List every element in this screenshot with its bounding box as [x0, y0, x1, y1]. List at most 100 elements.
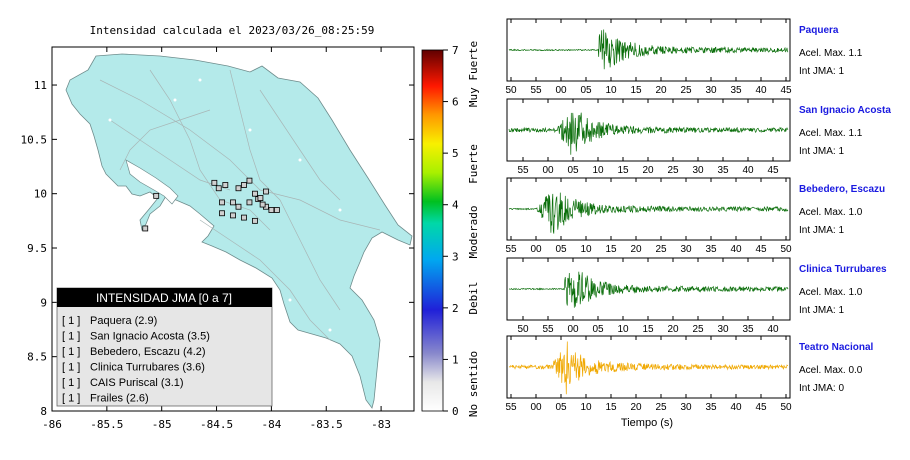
- legend-item-level: [ 1 ]: [62, 393, 80, 405]
- map-y-tick-label: 8.5: [27, 351, 47, 364]
- legend-item-level: [ 1 ]: [62, 346, 80, 358]
- station-marker: [252, 190, 258, 197]
- waveform-tick-label: 15: [605, 244, 617, 255]
- colorbar-scale: [421, 49, 444, 412]
- waveform-tick-label: 35: [717, 165, 729, 176]
- waveform-tick-label: 55: [505, 402, 517, 413]
- waveform-intensity: Int JMA: 0: [799, 383, 844, 394]
- colorbar-tick-label: 3: [452, 250, 459, 263]
- map-y-tick-label: 9: [40, 296, 47, 309]
- waveform-station-name: Bebedero, Escazu: [799, 184, 885, 195]
- colorbar-tick-label: 6: [452, 96, 459, 109]
- station-marker: [230, 199, 236, 206]
- waveform-tick-label: 55: [517, 165, 529, 176]
- waveform-panel: 50 55 00 05 10 15 20 25 30 35 40 45 Paquera Acel. Max…: [505, 18, 863, 96]
- colorbar-ticks: 0 1 2 3 4 5 6 7: [443, 44, 459, 418]
- waveform-tick-label: 50: [780, 402, 792, 413]
- waveform-tick-label: 00: [567, 324, 579, 335]
- waveform-tick-label: 55: [505, 244, 517, 255]
- station-marker: [142, 225, 149, 232]
- map-x-tick-label: -86: [42, 418, 62, 431]
- waveform-tick-label: 05: [555, 244, 567, 255]
- waveform-tick-label: 30: [705, 85, 717, 96]
- waveform-tick-label: 40: [767, 324, 779, 335]
- nicoya-gulf: [125, 159, 179, 205]
- waveform-intensity: Int JMA: 1: [799, 305, 844, 316]
- waveform-tick-label: 35: [742, 324, 754, 335]
- waveform-tick-label: 45: [780, 85, 792, 96]
- waveform-tick-label: 35: [730, 85, 742, 96]
- legend-item-level: [ 1 ]: [62, 331, 80, 343]
- waveform-tick-label: 50: [517, 324, 529, 335]
- legend-item-station: CAIS Puriscal (3.1): [90, 377, 184, 389]
- waveform-tick-label: 20: [630, 402, 642, 413]
- waveform-panel: 55 00 05 10 15 20 25 30 35 40 45 San Ignacio Acosta…: [506, 98, 891, 176]
- station-marker: [235, 203, 242, 210]
- waveform-tick-label: 40: [730, 402, 742, 413]
- station-marker: [153, 192, 160, 199]
- colorbar-tick-label: 7: [452, 44, 459, 57]
- colorbar-tick-label: 2: [452, 302, 459, 315]
- station-marker: [235, 185, 242, 192]
- waveform-tick-label: 05: [592, 324, 604, 335]
- waveform-station-name: Paquera: [799, 25, 839, 36]
- waveform-tick-label: 45: [755, 244, 767, 255]
- colorbar-tick-label: 5: [452, 147, 459, 160]
- waveform-tick-label: 40: [755, 85, 767, 96]
- map-y-tick-label: 8: [40, 405, 47, 418]
- map-axis-ticks: -86 -85.5 -85 -84.5 -84 -83.5 -83 11 10.5 10 9.5 9 8…: [21, 47, 414, 431]
- waveform-tick-label: 30: [680, 402, 692, 413]
- waveform-accel: Acel. Max. 0.0: [799, 365, 863, 376]
- waveform-tick-label: 45: [767, 165, 779, 176]
- waveform-tick-label: 55: [542, 324, 554, 335]
- station-markers: [142, 177, 280, 232]
- waveform-accel: Acel. Max. 1.0: [799, 287, 863, 298]
- legend-item-level: [ 1 ]: [62, 362, 80, 374]
- legend-item-station: Frailes (2.6): [90, 393, 149, 405]
- station-marker: [268, 207, 275, 213]
- waveform-tick-label: 35: [705, 244, 717, 255]
- station-marker: [263, 188, 269, 195]
- waveform-tick-label: 30: [680, 244, 692, 255]
- waveform-tick-label: 40: [742, 165, 754, 176]
- waveform-tick-label: 10: [605, 85, 617, 96]
- map-x-tick-label: -83: [371, 418, 391, 431]
- colorbar-label: No sentido: [467, 351, 480, 417]
- station-marker: [246, 199, 253, 206]
- costa-rica-landmass: [65, 53, 413, 409]
- station-marker: [257, 195, 264, 201]
- legend-item-station: Paquera (2.9): [90, 315, 157, 327]
- waveform-trace: [508, 29, 789, 70]
- waveform-tick-label: 45: [755, 402, 767, 413]
- map-y-tick-label: 10: [34, 188, 47, 201]
- waveform-tick-label: 50: [780, 244, 792, 255]
- legend-item-station: San Ignacio Acosta (3.5): [90, 331, 210, 343]
- waveform-panels: 50 55 00 05 10 15 20 25 30 35 40 45 Paquera Acel. Max…: [505, 18, 891, 413]
- waveform-tick-label: 10: [617, 324, 629, 335]
- waveform-intensity: Int JMA: 1: [799, 146, 844, 157]
- map-title: Intensidad calculada el 2023/03/26_08:25…: [90, 24, 375, 37]
- waveform-panel: 55 00 05 10 15 20 25 30 35 40 45 50 Teatro Nacional A…: [505, 335, 873, 413]
- waveform-tick-label: 40: [730, 244, 742, 255]
- waveform-station-name: San Ignacio Acosta: [799, 105, 891, 116]
- waveform-accel: Acel. Max. 1.1: [799, 48, 863, 59]
- legend-box: INTENSIDAD JMA [0 a 7] [ 1 ] Paquera (2.9…: [56, 287, 273, 407]
- waveform-tick-label: 25: [667, 165, 679, 176]
- colorbar-label: Muy Fuerte: [467, 41, 480, 107]
- waveform-tick-label: 05: [567, 165, 579, 176]
- colorbar-label: Debil: [467, 281, 480, 314]
- waveform-tick-label: 55: [530, 85, 542, 96]
- town-dots: [108, 78, 342, 332]
- colorbar-labels: No sentido Debil Moderado Fuerte Muy Fuerte: [467, 41, 480, 417]
- waveform-tick-label: 25: [655, 402, 667, 413]
- legend-title: INTENSIDAD JMA [0 a 7]: [96, 291, 232, 305]
- legend-item-station: Clinica Turrubares (3.6): [90, 362, 205, 374]
- waveform-tick-label: 50: [505, 85, 517, 96]
- waveform-tick-label: 30: [692, 165, 704, 176]
- legend-item-level: [ 1 ]: [62, 377, 80, 389]
- waveform-station-name: Clinica Turrubares: [799, 264, 887, 275]
- colorbar-label: Fuerte: [467, 144, 480, 184]
- waveform-trace: [509, 341, 789, 395]
- waveform-accel: Acel. Max. 1.1: [799, 128, 863, 139]
